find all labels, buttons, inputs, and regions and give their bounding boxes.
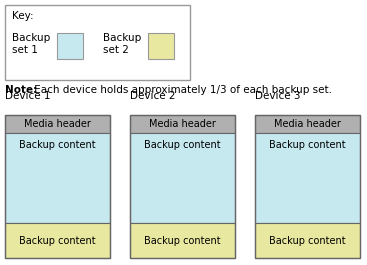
Bar bbox=[5, 223, 110, 258]
Text: Key:: Key: bbox=[12, 11, 34, 21]
Bar bbox=[130, 223, 235, 258]
Text: Device 1: Device 1 bbox=[5, 91, 51, 101]
Text: Each device holds approximately 1/3 of each backup set.: Each device holds approximately 1/3 of e… bbox=[31, 85, 332, 95]
Text: Backup content: Backup content bbox=[144, 140, 221, 150]
Bar bbox=[130, 133, 235, 223]
Bar bbox=[57, 33, 83, 59]
Bar bbox=[148, 33, 174, 59]
Text: Backup
set 1: Backup set 1 bbox=[12, 33, 50, 55]
Text: Backup content: Backup content bbox=[269, 236, 346, 245]
Bar bbox=[255, 133, 360, 223]
Bar bbox=[255, 115, 360, 133]
Bar bbox=[5, 133, 110, 223]
Bar bbox=[5, 115, 110, 133]
Text: Media header: Media header bbox=[24, 119, 91, 129]
Text: Media header: Media header bbox=[274, 119, 341, 129]
Text: Backup
set 2: Backup set 2 bbox=[103, 33, 141, 55]
Bar bbox=[5, 115, 110, 258]
Text: Device 2: Device 2 bbox=[130, 91, 175, 101]
Text: Media header: Media header bbox=[149, 119, 216, 129]
Bar bbox=[255, 115, 360, 258]
Bar bbox=[255, 223, 360, 258]
Text: Backup content: Backup content bbox=[19, 140, 96, 150]
Text: Backup content: Backup content bbox=[144, 236, 221, 245]
Text: Note:: Note: bbox=[5, 85, 37, 95]
Text: Backup content: Backup content bbox=[19, 236, 96, 245]
Text: Backup content: Backup content bbox=[269, 140, 346, 150]
Text: Device 3: Device 3 bbox=[255, 91, 301, 101]
Bar bbox=[5, 5, 190, 80]
Bar bbox=[130, 115, 235, 133]
Bar bbox=[130, 115, 235, 258]
